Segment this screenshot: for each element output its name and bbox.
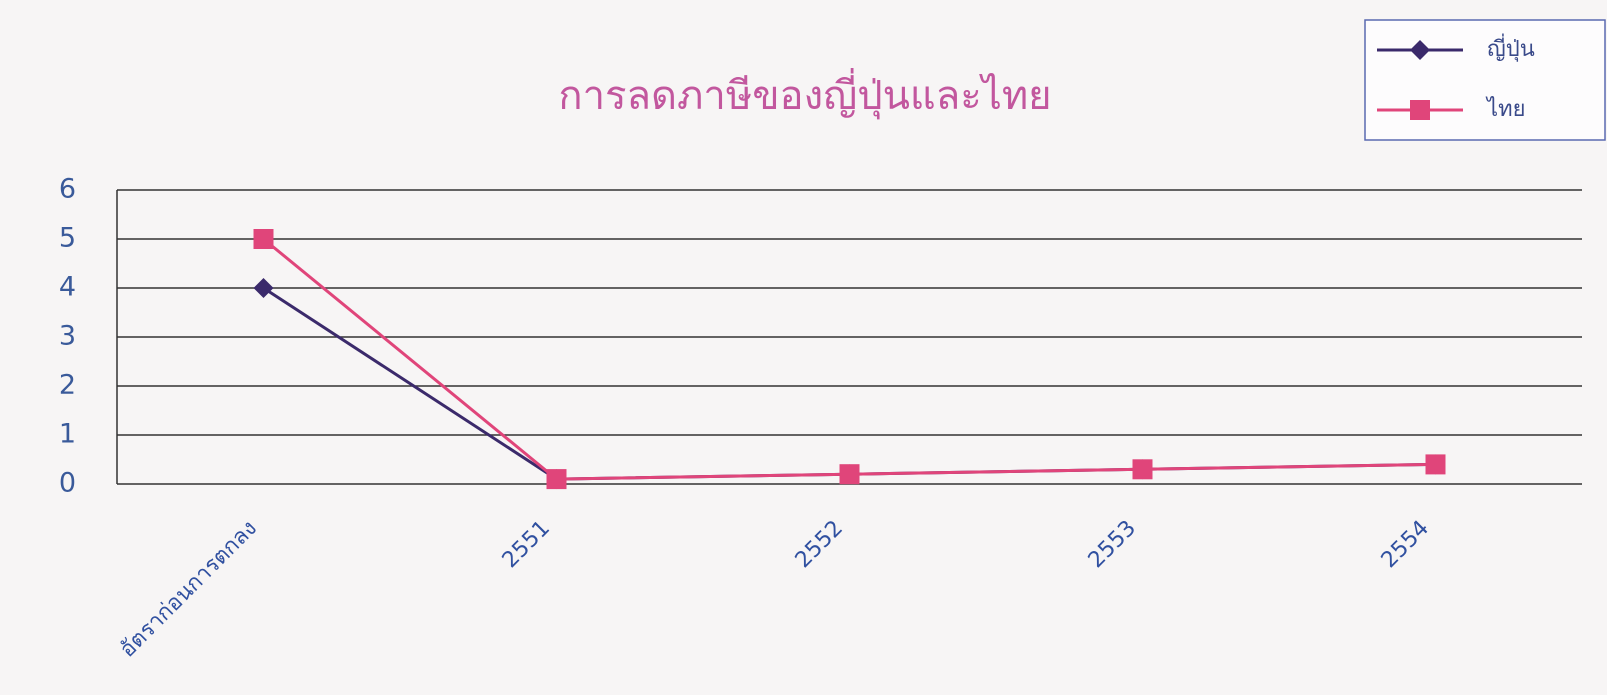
legend-label: ไทย — [1485, 96, 1525, 122]
y-tick-label: 2 — [59, 370, 76, 401]
y-tick-label: 6 — [59, 174, 76, 205]
y-tick-label: 5 — [59, 223, 76, 254]
data-point — [1425, 454, 1446, 475]
data-point — [839, 464, 860, 485]
y-tick-label: 4 — [59, 272, 76, 303]
y-tick-label: 1 — [59, 419, 76, 450]
legend-label: ญี่ปุ่น — [1487, 33, 1535, 62]
data-point — [253, 229, 274, 249]
legend-marker — [1410, 100, 1430, 120]
data-point — [1132, 459, 1153, 480]
y-tick-label: 3 — [59, 321, 76, 352]
legend-marker — [1410, 40, 1430, 60]
data-point — [253, 278, 274, 298]
legend-box — [1364, 19, 1606, 141]
y-tick-label: 0 — [59, 468, 76, 499]
chart-title: การลดภาษีของญี่ปุ่นและไทย — [558, 68, 1051, 120]
data-point — [546, 469, 567, 490]
